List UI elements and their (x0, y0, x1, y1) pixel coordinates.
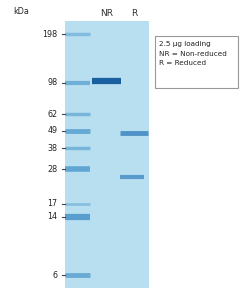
Text: NR: NR (100, 9, 113, 18)
Text: kDa: kDa (13, 8, 29, 16)
Text: 98: 98 (48, 78, 58, 87)
Bar (65, 21, 149, 288)
Text: 6: 6 (53, 271, 58, 280)
Text: R: R (131, 9, 137, 18)
Text: 2.5 μg loading
NR = Non-reduced
R = Reduced: 2.5 μg loading NR = Non-reduced R = Redu… (159, 41, 227, 66)
Bar (155, 36, 238, 88)
Text: 17: 17 (48, 199, 58, 208)
Text: 198: 198 (42, 30, 58, 39)
Text: 62: 62 (48, 110, 58, 119)
Text: 38: 38 (48, 144, 58, 153)
Text: 14: 14 (48, 212, 58, 221)
Text: 49: 49 (48, 126, 58, 135)
Text: 28: 28 (48, 165, 58, 174)
